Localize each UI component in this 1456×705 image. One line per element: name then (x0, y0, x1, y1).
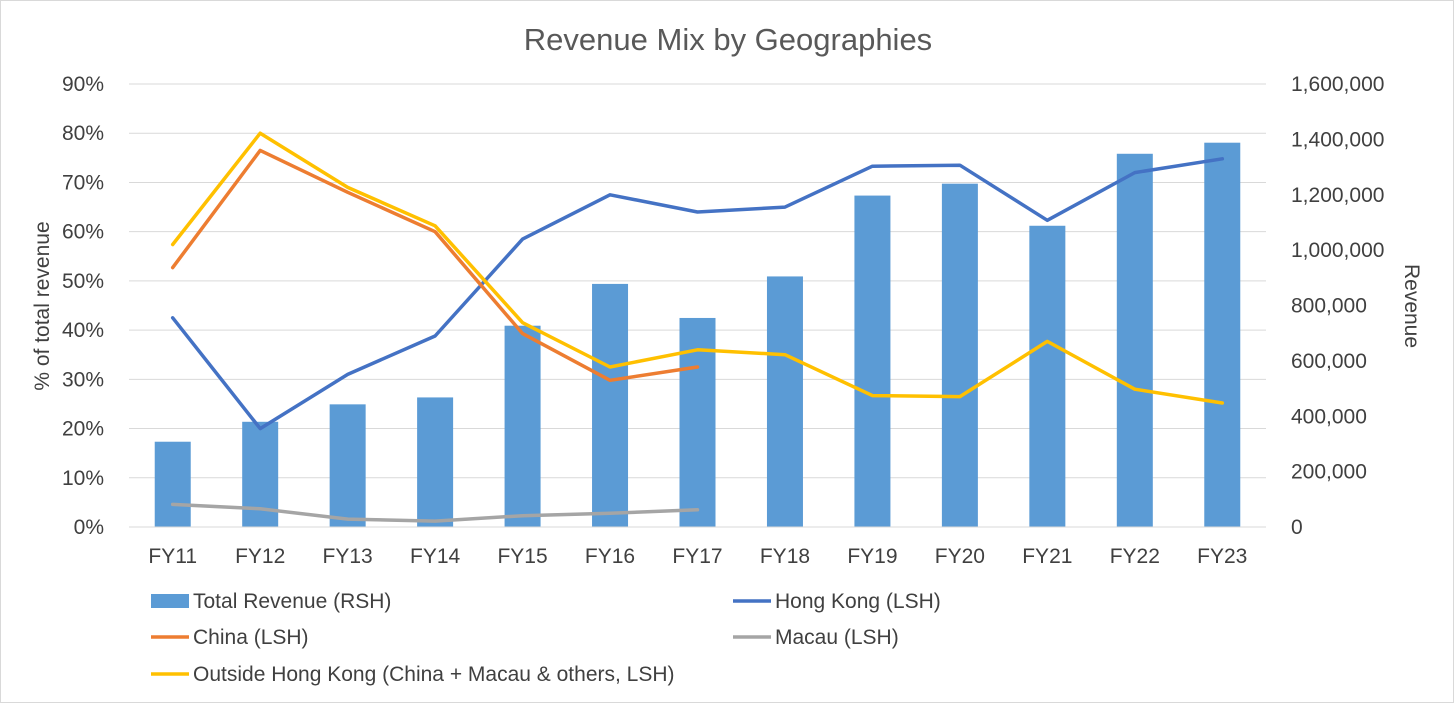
y-tick-label: 40% (62, 319, 104, 342)
x-tick-label: FY15 (497, 545, 547, 568)
y-tick-label: 60% (62, 221, 104, 244)
y-tick-label: 70% (62, 171, 104, 194)
x-tick-label: FY12 (235, 545, 285, 568)
y2-tick-label: 800,000 (1291, 295, 1367, 318)
gridlines (129, 83, 1266, 479)
legend: Total Revenue (RSH) Hong Kong (LSH) China … (151, 590, 941, 686)
bar (592, 283, 629, 527)
y-axis-title: % of total revenue (31, 221, 54, 390)
legend-label: Outside Hong Kong (China + Macau & other… (193, 663, 675, 686)
x-tick-label: FY19 (847, 545, 897, 568)
y2-tick-label: 1,600,000 (1291, 73, 1384, 96)
bar (1116, 153, 1153, 527)
series-line (170, 148, 700, 383)
bar (1029, 225, 1066, 527)
bar (154, 441, 191, 527)
y2-tick-label: 200,000 (1291, 461, 1367, 484)
bar (329, 404, 366, 527)
bar (854, 195, 891, 527)
y-tick-label: 20% (62, 418, 104, 441)
y-tick-label: 30% (62, 368, 104, 391)
axes: 0% 10% 20% 30% 40% 50% 60% 70% 80% 90% 0 200,000 400… (62, 73, 1384, 568)
legend-label: Total Revenue (RSH) (193, 590, 391, 613)
bar (1204, 142, 1241, 527)
x-tick-label: FY11 (148, 545, 197, 568)
y-tick-label: 50% (62, 270, 104, 293)
legend-item: Outside Hong Kong (China + Macau & other… (151, 663, 675, 686)
y2-tick-label: 400,000 (1291, 405, 1367, 428)
x-tick-label: FY17 (672, 545, 722, 568)
legend-label: Hong Kong (LSH) (775, 590, 941, 613)
y2-axis-title: Revenue (1400, 264, 1423, 348)
x-tick-label: FY16 (585, 545, 635, 568)
legend-item: Total Revenue (RSH) (151, 590, 391, 613)
y2-tick-label: 1,400,000 (1291, 128, 1384, 151)
legend-swatch (151, 594, 189, 608)
series-line (170, 131, 1225, 405)
y2-tick-label: 0 (1291, 516, 1303, 539)
line-series (170, 131, 1225, 523)
y2-tick-label: 1,200,000 (1291, 184, 1384, 207)
y2-tick-label: 1,000,000 (1291, 239, 1384, 262)
y-tick-label: 0% (74, 516, 104, 539)
bar (766, 276, 803, 527)
x-tick-label: FY13 (323, 545, 373, 568)
x-tick-label: FY14 (410, 545, 461, 568)
bar (941, 183, 978, 528)
legend-label: Macau (LSH) (775, 626, 899, 649)
bar-series (154, 142, 1241, 528)
legend-item: Hong Kong (LSH) (733, 590, 941, 613)
y-tick-label: 10% (62, 467, 104, 490)
legend-item: China (LSH) (151, 626, 309, 649)
legend-item: Macau (LSH) (733, 626, 899, 649)
x-tick-label: FY23 (1197, 545, 1247, 568)
x-tick-label: FY18 (760, 545, 810, 568)
y2-tick-label: 600,000 (1291, 350, 1367, 373)
x-tick-label: FY20 (935, 545, 985, 568)
bar (504, 325, 541, 527)
y-tick-label: 80% (62, 122, 104, 145)
series-line (170, 502, 700, 523)
series-line (170, 157, 1225, 431)
x-tick-label: FY21 (1022, 545, 1072, 568)
chart-title: Revenue Mix by Geographies (524, 22, 932, 57)
bar (417, 397, 454, 527)
legend-label: China (LSH) (193, 626, 309, 649)
x-tick-label: FY22 (1110, 545, 1160, 568)
y-tick-label: 90% (62, 73, 104, 96)
